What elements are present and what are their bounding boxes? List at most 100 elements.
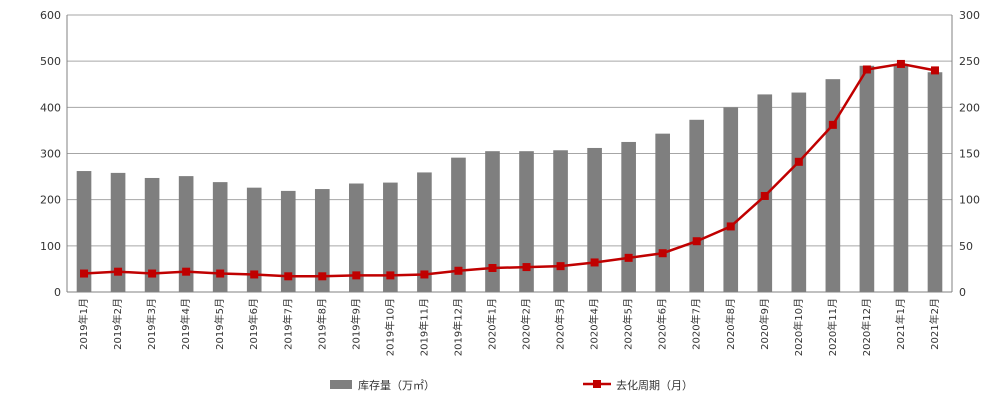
legend-line-label: 去化周期（月） — [616, 378, 693, 392]
right-axis-ticks: 0 50 100 150 200 250 300 — [959, 9, 980, 299]
x-tick-label: 2019年7月 — [281, 298, 294, 350]
x-tick-label: 2019年10月 — [383, 298, 396, 356]
x-tick-label: 2020年9月 — [758, 298, 771, 350]
bar — [451, 157, 466, 292]
right-tick-label: 200 — [959, 101, 980, 114]
line-point — [80, 269, 89, 278]
x-tick-label: 2019年4月 — [179, 298, 192, 350]
line-point — [726, 222, 735, 231]
x-tick-label: 2019年11月 — [417, 298, 430, 356]
line-point — [624, 253, 633, 262]
bar — [485, 151, 500, 292]
bar — [144, 177, 160, 292]
legend-bar-swatch — [330, 380, 352, 389]
left-tick-label: 600 — [40, 9, 61, 22]
line-point — [556, 262, 565, 271]
bar — [927, 72, 943, 292]
x-tick-label: 2020年4月 — [588, 298, 601, 350]
legend-bar-label: 库存量（万㎡） — [358, 378, 435, 392]
line-point — [522, 263, 531, 272]
series-line — [83, 62, 936, 278]
x-tick-label: 2019年3月 — [145, 298, 158, 350]
bar — [689, 119, 705, 292]
x-tick-label: 2020年1月 — [485, 298, 498, 350]
right-tick-label: 150 — [959, 148, 980, 161]
line-point — [658, 249, 667, 258]
bar — [893, 65, 909, 293]
right-tick-label: 0 — [959, 286, 966, 299]
bar — [553, 150, 568, 292]
axes — [66, 15, 953, 293]
left-axis-ticks: 0 100 200 300 400 500 600 — [40, 9, 61, 299]
x-tick-label: 2019年1月 — [77, 298, 90, 350]
bar — [417, 172, 432, 292]
left-tick-label: 400 — [40, 101, 61, 114]
line-point — [828, 120, 837, 129]
line-point — [590, 258, 599, 267]
bar — [519, 151, 534, 292]
legend: 库存量（万㎡） 去化周期（月） — [330, 378, 693, 392]
x-tick-label: 2020年8月 — [724, 298, 737, 350]
bar — [859, 65, 875, 293]
right-tick-label: 250 — [959, 55, 980, 68]
x-tick-label: 2020年5月 — [622, 298, 635, 350]
bar — [178, 176, 194, 292]
x-tick-label: 2019年6月 — [247, 298, 260, 350]
bar — [212, 182, 228, 292]
x-tick-label: 2019年12月 — [451, 298, 464, 356]
line-point — [896, 59, 905, 68]
line-point — [862, 65, 871, 74]
bar-series — [76, 65, 943, 293]
line-point — [930, 66, 939, 75]
left-tick-label: 0 — [54, 286, 61, 299]
x-axis-ticks: 2019年1月 2019年2月 2019年3月 2019年4月 2019年5月 2019年… — [77, 298, 941, 356]
line-point — [352, 271, 361, 280]
line-point — [182, 267, 191, 276]
right-tick-label: 300 — [959, 9, 980, 22]
line-point — [760, 191, 769, 200]
legend-line-marker — [593, 380, 601, 388]
bar — [621, 141, 636, 292]
line-point — [454, 266, 463, 275]
x-tick-label: 2020年12月 — [860, 298, 873, 356]
x-tick-label: 2021年2月 — [928, 298, 941, 350]
line-point — [420, 270, 429, 279]
right-tick-label: 50 — [959, 240, 973, 253]
bar — [246, 187, 262, 292]
x-tick-label: 2021年1月 — [894, 298, 907, 350]
bar — [76, 171, 92, 292]
bar — [587, 147, 602, 292]
x-tick-label: 2020年2月 — [520, 298, 533, 350]
right-tick-label: 100 — [959, 194, 980, 207]
line-series — [80, 59, 939, 281]
left-tick-label: 300 — [40, 148, 61, 161]
bar — [110, 172, 126, 292]
bar — [723, 107, 739, 292]
left-tick-label: 200 — [40, 194, 61, 207]
line-point — [386, 271, 395, 280]
bar — [383, 182, 398, 292]
line-point — [318, 272, 327, 281]
line-point — [488, 263, 497, 272]
line-point — [216, 269, 225, 278]
x-tick-label: 2020年6月 — [656, 298, 669, 350]
left-tick-label: 500 — [40, 55, 61, 68]
x-tick-label: 2019年9月 — [349, 298, 362, 350]
x-tick-label: 2020年11月 — [826, 298, 839, 356]
x-tick-label: 2019年8月 — [315, 298, 328, 350]
bar — [280, 190, 296, 292]
x-tick-label: 2020年10月 — [792, 298, 805, 356]
line-point — [148, 269, 157, 278]
bar — [349, 183, 364, 292]
line-point — [794, 157, 803, 166]
bar — [314, 189, 330, 292]
x-tick-label: 2019年2月 — [111, 298, 124, 350]
x-tick-label: 2020年7月 — [690, 298, 703, 350]
x-tick-label: 2019年5月 — [213, 298, 226, 350]
bar — [825, 79, 841, 293]
gridlines — [67, 14, 952, 293]
bar — [655, 133, 670, 292]
line-point — [692, 237, 701, 246]
